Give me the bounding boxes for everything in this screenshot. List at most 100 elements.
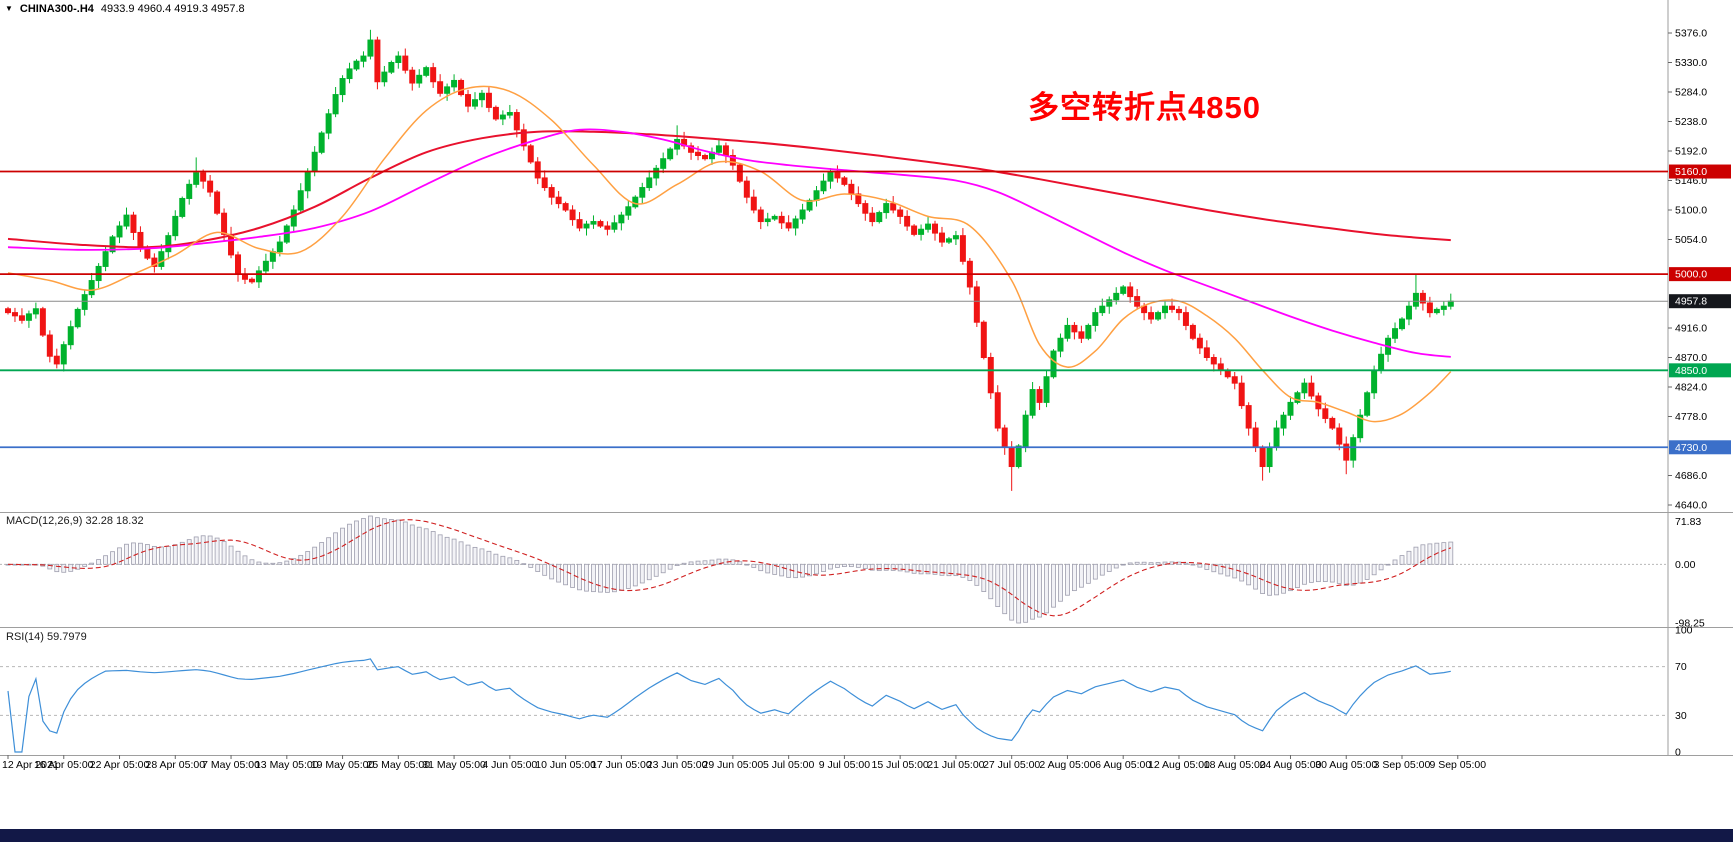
candle-body	[534, 161, 541, 179]
candle-body	[67, 326, 74, 346]
macd-histogram-bar	[744, 563, 750, 566]
x-axis-tick-label: 30 Aug 05:00	[1315, 759, 1377, 771]
y-axis-tick-label: 5284.0	[1675, 87, 1707, 99]
macd-histogram-bar	[131, 542, 136, 565]
price-level-badge	[1669, 363, 1731, 378]
candle-body	[750, 196, 757, 211]
candle-body	[834, 171, 841, 179]
candle-body	[785, 222, 792, 229]
chart-annotation-text[interactable]: 多空转折点4850	[1028, 90, 1261, 125]
candle-body	[1287, 401, 1294, 416]
macd-histogram-bar	[1190, 563, 1196, 566]
macd-histogram-bar	[800, 563, 805, 578]
macd-histogram-bar	[1023, 563, 1029, 623]
ma-fast-orange-line	[7, 85, 1452, 423]
macd-histogram-bar	[242, 555, 248, 565]
candle-body	[722, 145, 729, 156]
candle-body	[1217, 363, 1224, 371]
candle-body	[1399, 318, 1405, 330]
macd-histogram-bar	[653, 563, 659, 577]
macd-histogram-bar	[1385, 563, 1391, 566]
bottom-bar	[0, 829, 1733, 842]
macd-histogram-bar	[305, 551, 311, 565]
symbol-title: CHINA300-.H4	[19, 3, 94, 15]
x-axis-tick-label: 23 Jun 05:00	[647, 759, 708, 771]
macd-histogram-bar	[1329, 563, 1335, 583]
rsi-axis-label: 70	[1675, 661, 1687, 673]
candle-body	[1364, 392, 1371, 416]
candle-body	[1343, 443, 1350, 461]
x-axis-tick-label: 5 Jul 05:00	[763, 759, 815, 771]
candle-body	[1252, 427, 1259, 448]
y-axis-tick-label: 4640.0	[1675, 500, 1707, 512]
macd-histogram-bar	[737, 561, 743, 565]
macd-histogram-bar	[381, 518, 387, 565]
candle-body	[1196, 337, 1203, 349]
macd-histogram-bar	[1044, 563, 1049, 614]
macd-histogram-bar	[911, 563, 917, 574]
macd-histogram-bar	[925, 563, 931, 575]
macd-histogram-bar	[890, 563, 896, 571]
candle-body	[555, 196, 562, 205]
candle-body	[269, 251, 276, 262]
candle-body	[492, 106, 499, 120]
candle-body	[987, 357, 994, 394]
candle-body	[221, 212, 228, 235]
candle-body	[911, 225, 918, 235]
macd-histogram-bar	[277, 562, 283, 565]
macd-histogram-bar	[1392, 559, 1398, 565]
macd-histogram-bar	[388, 519, 394, 565]
candle-body	[360, 55, 367, 62]
macd-histogram-bar	[193, 536, 199, 565]
candle-body	[116, 225, 123, 238]
macd-histogram-bar	[451, 538, 457, 565]
candle-body	[262, 260, 269, 272]
macd-histogram-bar	[347, 523, 352, 565]
candle-body	[1008, 446, 1015, 468]
candle-body	[332, 94, 339, 115]
macd-histogram-bar	[814, 563, 819, 575]
macd-histogram-bar	[953, 563, 959, 577]
macd-histogram-bar	[1308, 563, 1314, 583]
candle-body	[569, 209, 576, 221]
candle-body	[1099, 305, 1106, 314]
macd-indicator-label: MACD(12,26,9) 32.28 18.32	[6, 515, 144, 527]
candle-body	[729, 154, 736, 166]
candle-body	[973, 286, 980, 323]
macd-axis-label: 0.00	[1675, 559, 1696, 571]
candle-body	[1064, 324, 1071, 339]
candle-body	[639, 187, 646, 198]
candle-body	[1405, 305, 1412, 320]
macd-histogram-bar	[1274, 563, 1279, 596]
candle-body	[207, 180, 214, 193]
candle-body	[123, 214, 130, 227]
candle-body	[18, 315, 25, 321]
macd-histogram-bar	[688, 561, 694, 565]
candle-body	[590, 221, 597, 225]
candle-body	[395, 55, 402, 64]
rsi-axis-label: 30	[1675, 710, 1687, 722]
macd-histogram-bar	[437, 534, 443, 565]
macd-histogram-bar	[110, 551, 115, 565]
candle-body	[46, 334, 53, 357]
candle-body	[60, 344, 67, 365]
macd-histogram-bar	[444, 536, 450, 565]
candle-body	[1189, 324, 1196, 339]
macd-histogram-bar	[458, 541, 464, 565]
y-axis-tick-label: 5054.0	[1675, 234, 1707, 246]
x-axis-tick-label: 28 Apr 05:00	[145, 759, 205, 771]
candle-body	[1078, 331, 1085, 339]
price-level-badge	[1669, 267, 1731, 282]
macd-histogram-bar	[493, 553, 499, 565]
x-axis-tick-label: 3 Sep 05:00	[1374, 759, 1431, 771]
macd-histogram-bar	[1427, 543, 1433, 565]
macd-histogram-bar	[660, 563, 666, 574]
symbol-marker-icon: ▼	[5, 4, 13, 13]
candle-body	[1238, 382, 1245, 407]
macd-histogram-bar	[465, 544, 471, 565]
macd-histogram-bar	[1218, 563, 1224, 575]
candle-body	[848, 183, 855, 195]
candle-body	[771, 215, 778, 220]
candle-body	[876, 212, 883, 223]
